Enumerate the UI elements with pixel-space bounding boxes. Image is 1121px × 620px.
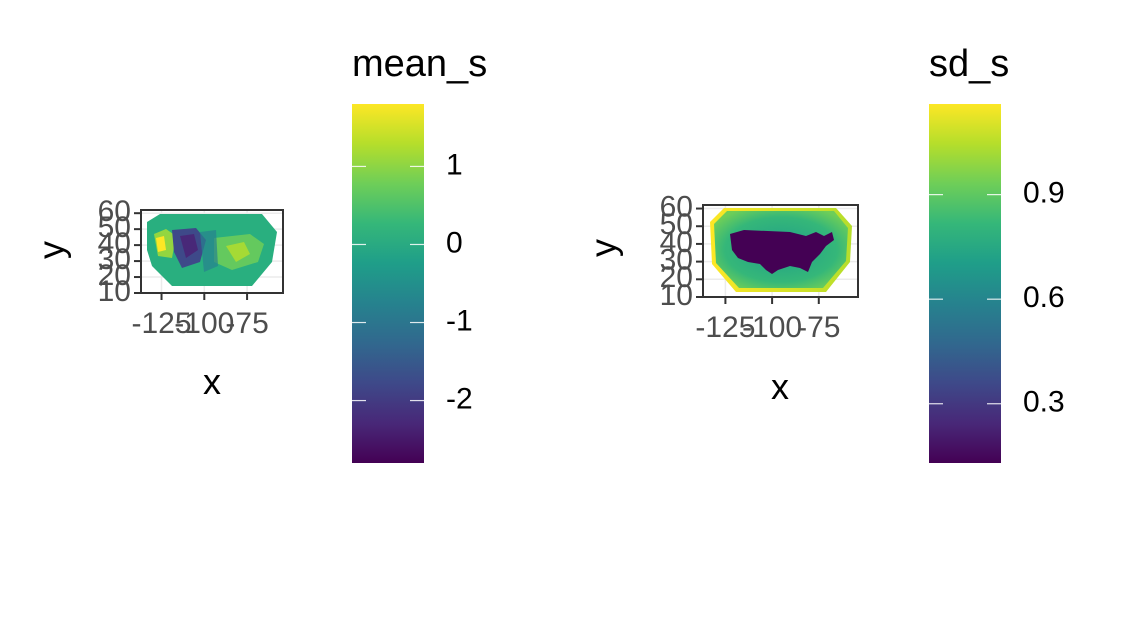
y-tick-label: 30 — [98, 243, 131, 276]
x-tick-label: -75 — [225, 307, 268, 340]
legend-sd-s: sd_s 0.9 0.6 0.3 — [929, 43, 1065, 463]
colorbar-tick-label: -1 — [446, 304, 473, 337]
x-tick-label: -100 — [742, 311, 802, 344]
raster-low-usa — [730, 230, 834, 274]
y-axis-title: y — [31, 241, 72, 259]
legend-title: mean_s — [352, 43, 487, 85]
x-axis-mean-s: -125-100-75 — [132, 293, 269, 340]
y-tick-label: 60 — [98, 195, 131, 228]
y-tick-label: 30 — [660, 244, 693, 277]
raster-sd-s — [710, 208, 852, 292]
panel-border — [140, 209, 284, 294]
y-tick-label: 40 — [98, 227, 131, 260]
y-tick-label: 50 — [660, 208, 693, 241]
colorbar-tick-label: 0.9 — [1023, 177, 1065, 210]
colorbar — [929, 104, 1001, 463]
legend-title: sd_s — [929, 43, 1009, 85]
colorbar-tick-label: 0 — [446, 226, 463, 259]
plot-area-mean-s — [140, 209, 284, 294]
x-tick-label: -125 — [695, 311, 755, 344]
colorbar-tick-label: 1 — [446, 148, 463, 181]
y-tick-label: 50 — [98, 211, 131, 244]
raster-low-core — [180, 234, 198, 258]
colorbar — [352, 104, 424, 463]
colorbar-ticks: 1 0 -1 -2 — [352, 148, 473, 415]
y-tick-label: 20 — [660, 261, 693, 294]
x-axis-title: x — [771, 366, 789, 407]
colorbar-ticks: 0.9 0.6 0.3 — [929, 177, 1065, 419]
x-axis-title: x — [203, 361, 221, 402]
panel-border — [702, 204, 859, 298]
raster-mid-teal — [200, 230, 218, 272]
raster-hot-coast — [156, 236, 166, 252]
colorbar-tick-label: 0.6 — [1023, 281, 1065, 314]
colorbar-tick-label: -2 — [446, 382, 473, 415]
x-tick-label: -75 — [797, 311, 840, 344]
raster-mean-s — [147, 214, 277, 286]
x-axis-sd-s: -125-100-75 — [695, 297, 840, 344]
y-tick-label: 20 — [98, 259, 131, 292]
legend-mean-s: mean_s 1 0 -1 -2 — [352, 43, 487, 463]
x-tick-label: -125 — [132, 307, 192, 340]
y-tick-label: 10 — [98, 275, 131, 308]
x-tick-label: -100 — [174, 307, 234, 340]
plot-area-sd-s — [702, 204, 859, 298]
y-tick-label: 10 — [660, 279, 693, 312]
raster-east-light — [226, 242, 250, 262]
colorbar-tick-label: 0.3 — [1023, 386, 1065, 419]
y-tick-label: 60 — [660, 190, 693, 223]
y-tick-label: 40 — [660, 226, 693, 259]
y-axis-title: y — [583, 239, 624, 257]
